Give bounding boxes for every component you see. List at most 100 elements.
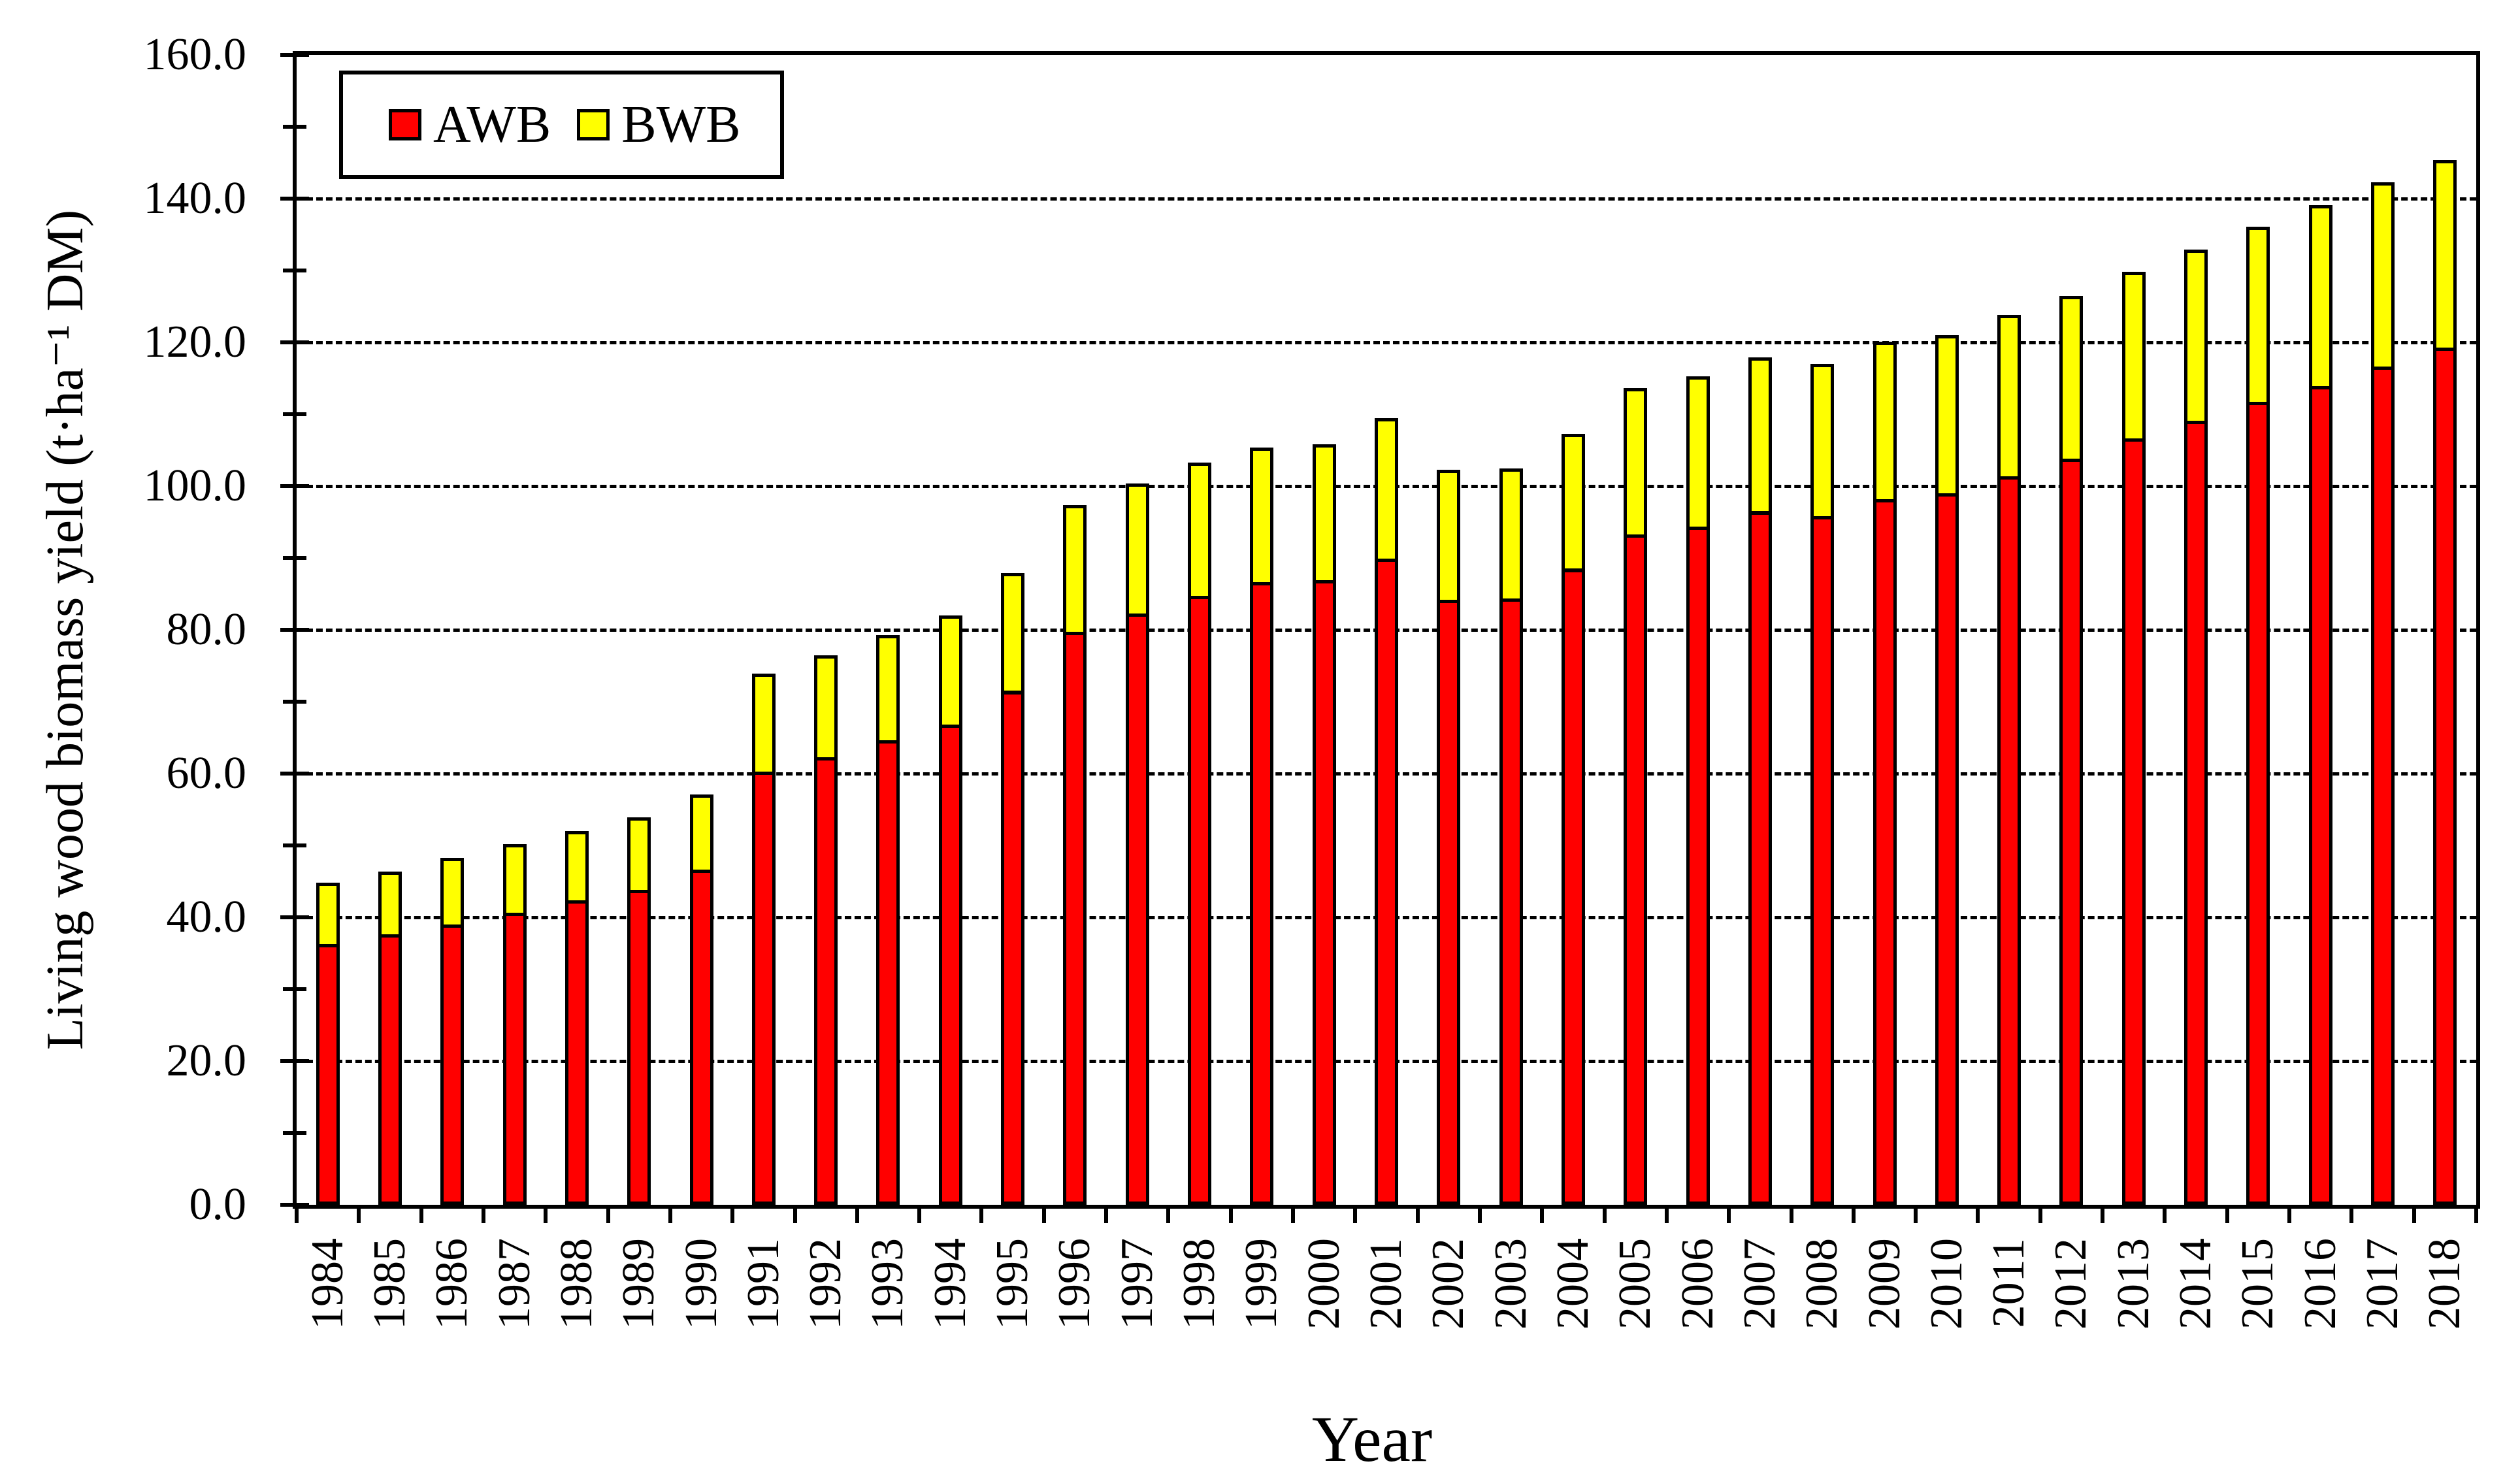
x-axis-tick-label: 2009 [1859, 1238, 1910, 1330]
y-axis-minor-tick [283, 843, 306, 847]
x-axis-tick [606, 1209, 610, 1223]
x-axis-tick [2225, 1209, 2229, 1223]
bar-segment-bwb [316, 883, 340, 947]
gridline [297, 197, 2476, 201]
x-axis-tick [793, 1209, 797, 1223]
bar-segment-bwb [1250, 447, 1274, 586]
bar-segment-bwb [2059, 295, 2084, 463]
bar-segment-bwb [751, 674, 776, 775]
bar-segment-bwb [2308, 204, 2332, 390]
bar-segment-awb [2121, 438, 2146, 1205]
y-axis-minor-tick [283, 125, 306, 129]
bar-segment-bwb [1437, 469, 1461, 603]
x-axis-tick [2101, 1209, 2105, 1223]
x-axis-tick [979, 1209, 984, 1223]
legend-label-awb: AWB [433, 96, 551, 154]
y-axis-tick-label: 120.0 [143, 317, 247, 367]
bar-segment-bwb [627, 817, 651, 894]
bar-segment-bwb [689, 794, 713, 874]
x-axis-tick-label: 2011 [1984, 1238, 2035, 1328]
legend-label-bwb: BWB [621, 96, 741, 154]
x-axis-tick-label: 2014 [2170, 1238, 2221, 1330]
x-axis-tick [1041, 1209, 1046, 1223]
x-axis-tick [2474, 1209, 2478, 1223]
x-axis-tick-label: 2005 [1610, 1238, 1661, 1330]
bar-segment-bwb [1997, 315, 2021, 480]
x-axis-tick [2163, 1209, 2167, 1223]
x-axis-tick-label: 1984 [302, 1238, 353, 1330]
bar-segment-awb [502, 913, 527, 1205]
x-axis-tick [1477, 1209, 1482, 1223]
y-axis-tick [280, 53, 309, 57]
bar-segment-bwb [2121, 272, 2146, 442]
x-axis-tick [544, 1209, 548, 1223]
x-axis-tick [855, 1209, 859, 1223]
bar-segment-bwb [1188, 462, 1212, 600]
bar-segment-bwb [2371, 182, 2395, 370]
y-axis-tick [280, 915, 309, 919]
bar-segment-awb [2059, 459, 2084, 1205]
x-axis-tick [1602, 1209, 1607, 1223]
y-axis-tick [280, 484, 309, 488]
x-axis-tick-label: 2000 [1298, 1238, 1349, 1330]
x-axis-tick [1851, 1209, 1856, 1223]
x-axis-tick [2349, 1209, 2354, 1223]
bar-segment-bwb [502, 843, 527, 917]
bar-segment-awb [1499, 598, 1523, 1205]
x-axis-tick-label: 2013 [2108, 1238, 2159, 1330]
x-axis-tick-label: 1997 [1111, 1238, 1162, 1330]
bar-segment-bwb [378, 871, 402, 938]
bar-segment-bwb [1748, 357, 1772, 515]
bar-segment-bwb [1125, 483, 1149, 617]
bar-segment-awb [1188, 596, 1212, 1205]
x-axis-tick-label: 2001 [1361, 1238, 1411, 1330]
bar-segment-bwb [2184, 250, 2208, 424]
legend: AWB BWB [339, 71, 784, 179]
bar-segment-awb [1873, 499, 1897, 1205]
x-axis-tick-label: 1988 [551, 1238, 602, 1330]
x-axis-tick-label: 2003 [1485, 1238, 1536, 1330]
x-axis-tick [1353, 1209, 1358, 1223]
x-axis-tick [668, 1209, 672, 1223]
x-axis-tick [1104, 1209, 1109, 1223]
x-axis-tick [2038, 1209, 2042, 1223]
bar-segment-awb [316, 943, 340, 1205]
x-axis-tick-label: 2018 [2419, 1238, 2470, 1330]
y-axis-tick-label: 160.0 [143, 29, 247, 80]
bar-segment-awb [1810, 516, 1835, 1205]
x-axis-tick-label: 2015 [2233, 1238, 2283, 1330]
x-axis-tick-label: 1996 [1049, 1238, 1100, 1330]
bar-segment-bwb [938, 615, 962, 728]
x-axis-tick-label: 1987 [489, 1238, 540, 1330]
x-axis-tick-label: 1994 [925, 1238, 975, 1330]
x-axis-tick [1291, 1209, 1296, 1223]
x-axis-tick-label: 1992 [800, 1238, 851, 1330]
bar-segment-bwb [1873, 341, 1897, 502]
bar-segment-bwb [876, 634, 900, 744]
x-axis-tick-label: 1999 [1236, 1238, 1287, 1330]
y-axis-title: Living wood biomass yield (t·ha⁻¹ DM) [37, 209, 94, 1051]
x-axis-tick [1540, 1209, 1545, 1223]
bar-segment-awb [2433, 347, 2457, 1205]
y-axis-tick-label: 80.0 [166, 604, 247, 655]
x-axis-tick [1727, 1209, 1731, 1223]
x-axis-tick-label: 2002 [1423, 1238, 1474, 1330]
x-axis-title: Year [1311, 1403, 1433, 1472]
bar-segment-awb [1935, 493, 1959, 1205]
bar-segment-awb [1624, 534, 1648, 1205]
bar-segment-awb [440, 924, 465, 1205]
y-axis-tick [280, 1059, 309, 1063]
x-axis-tick [1166, 1209, 1171, 1223]
x-axis-tick [2287, 1209, 2292, 1223]
bar-segment-awb [1748, 511, 1772, 1205]
bar-segment-awb [938, 725, 962, 1205]
x-axis-tick [419, 1209, 423, 1223]
x-axis-tick-label: 2004 [1547, 1238, 1598, 1330]
bar-segment-bwb [814, 655, 838, 761]
x-axis-tick [1976, 1209, 1980, 1223]
x-axis-tick-label: 1985 [364, 1238, 415, 1330]
y-axis-tick-label: 140.0 [143, 173, 247, 223]
x-axis-tick-label: 2008 [1797, 1238, 1848, 1330]
bar-segment-awb [689, 870, 713, 1205]
bar-segment-awb [2371, 367, 2395, 1205]
